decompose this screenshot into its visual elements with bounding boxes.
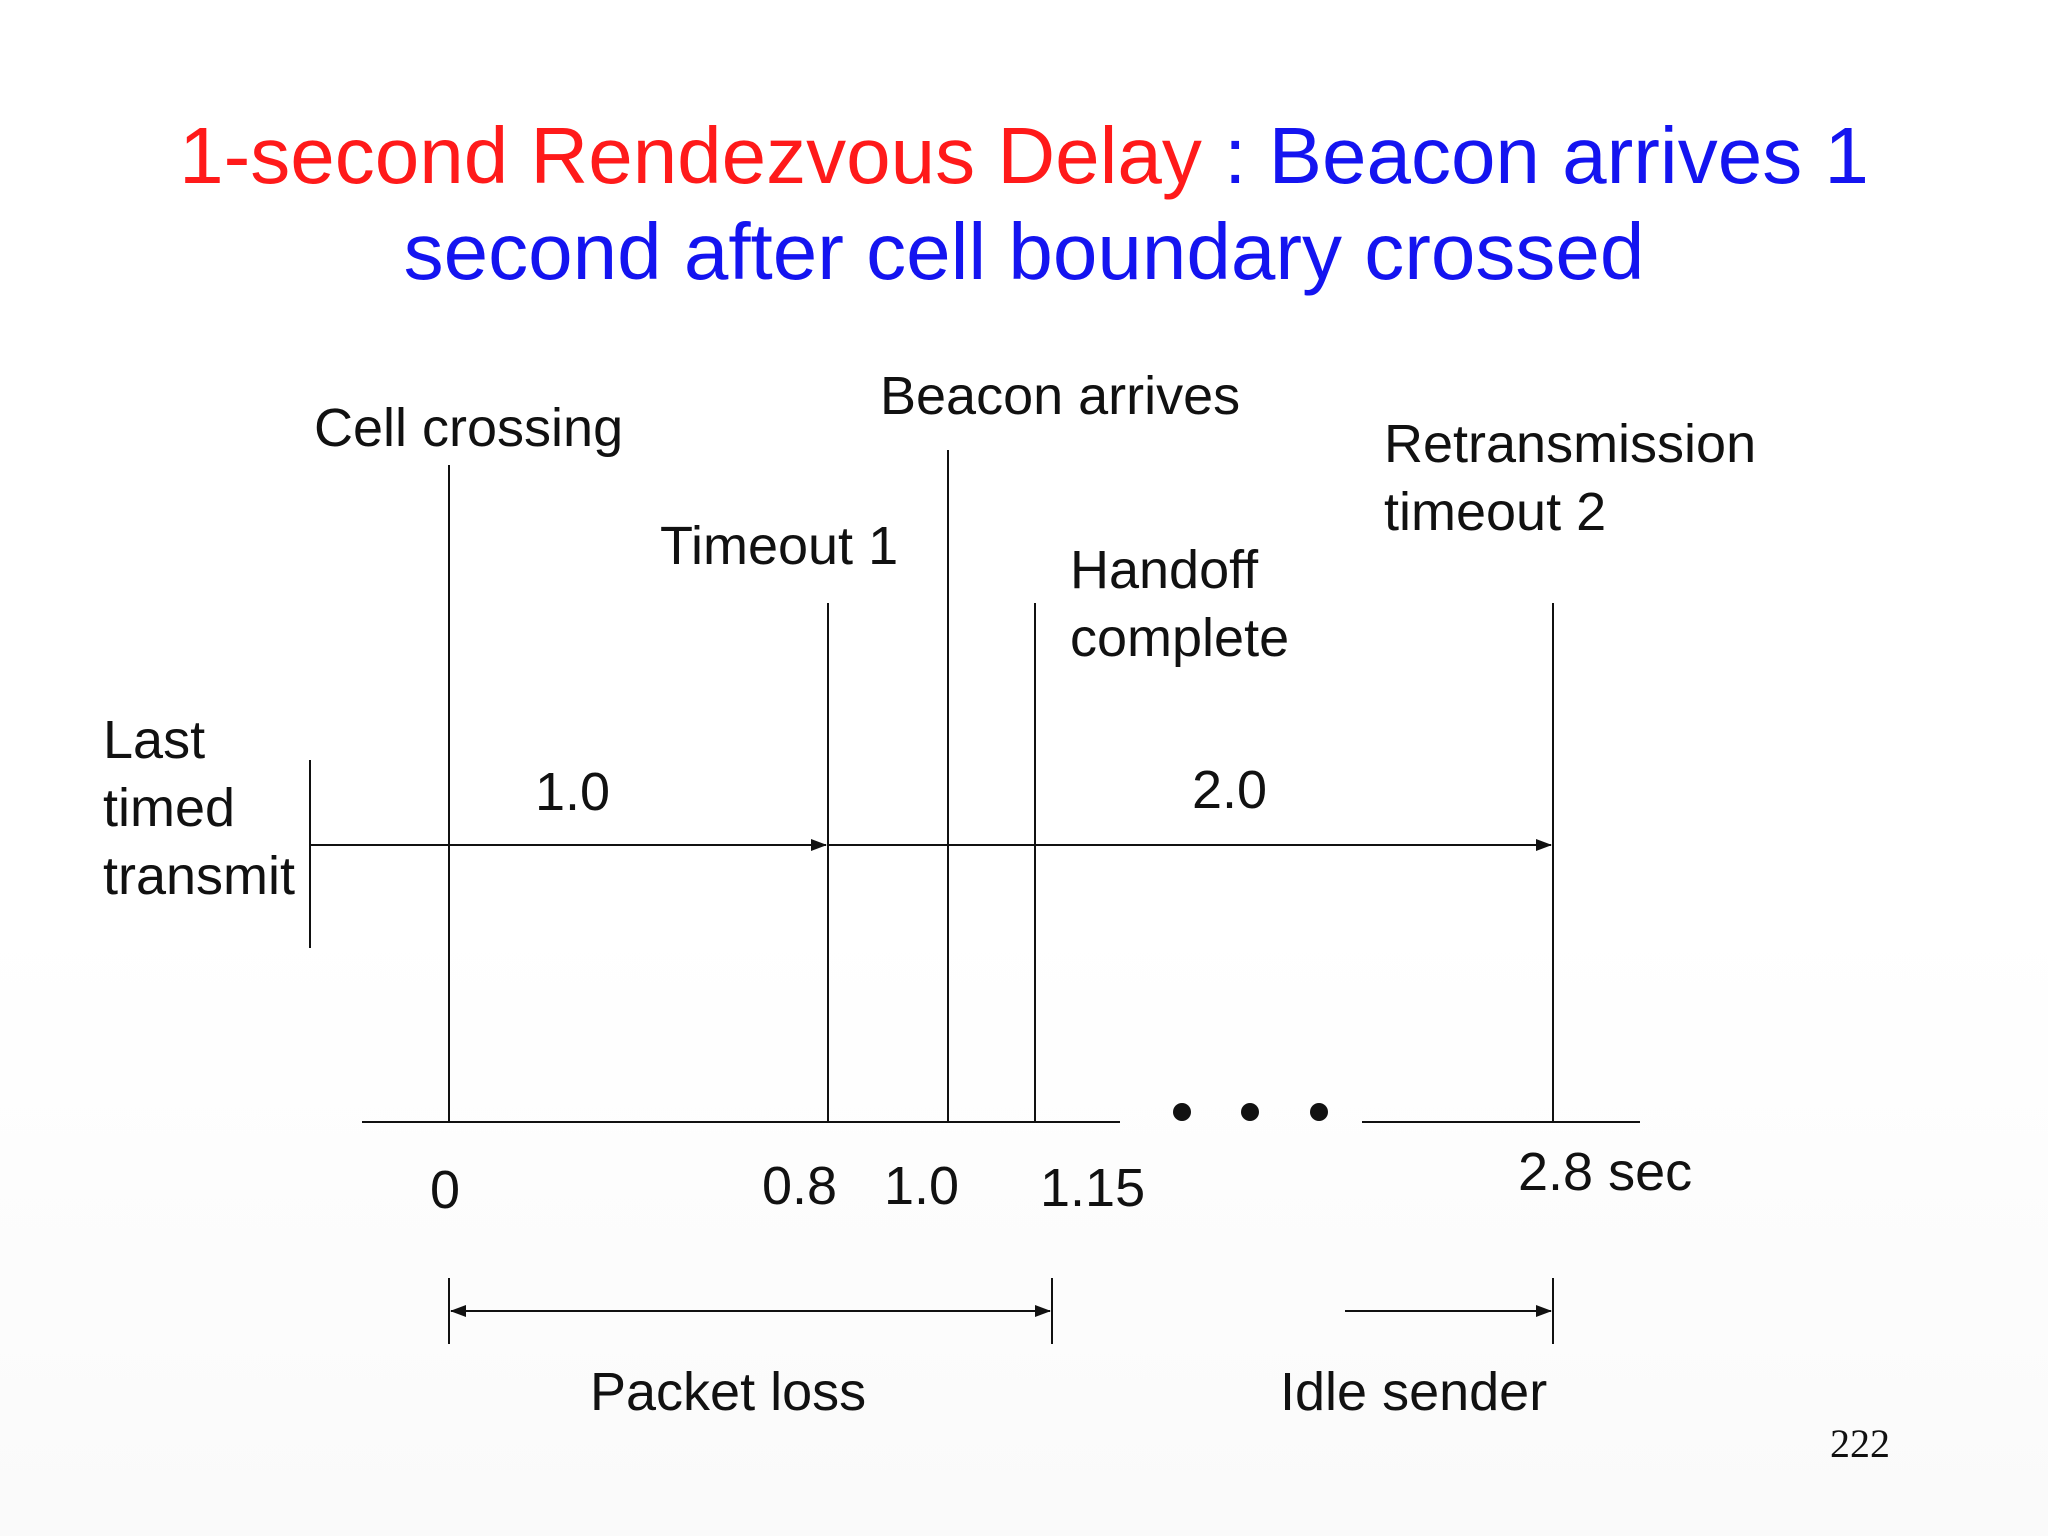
handoff-label-line2: complete — [1070, 608, 1289, 668]
last-transmit-label-line3: transmit — [103, 846, 295, 906]
idle-sender-label: Idle sender — [1280, 1362, 1547, 1422]
last-transmit-label-line1: Last — [103, 710, 205, 770]
slide-title: 1-second Rendezvous Delay : Beacon arriv… — [0, 108, 2048, 300]
last-transmit-label-line2: timed — [103, 778, 235, 838]
title-part-blue: Beacon arrives 1 — [1268, 111, 1869, 200]
timeout1-label: Timeout 1 — [660, 516, 898, 576]
tick-label-0-8: 0.8 — [762, 1156, 837, 1216]
page-number: 222 — [1830, 1421, 1890, 1466]
packet-loss-label: Packet loss — [590, 1362, 866, 1422]
interval-value-2: 2.0 — [1192, 760, 1267, 820]
ellipsis-dots — [1173, 1103, 1328, 1121]
interval-value-1: 1.0 — [535, 762, 610, 822]
tick-label-0: 0 — [430, 1160, 460, 1220]
title-line-2: second after cell boundary crossed — [403, 207, 1645, 296]
tick-label-2-8-sec: 2.8 sec — [1518, 1142, 1692, 1202]
title-part-red: 1-second Rendezvous Delay — [179, 111, 1202, 200]
cell-crossing-label: Cell crossing — [314, 398, 623, 458]
tick-label-1-15: 1.15 — [1040, 1158, 1145, 1218]
title-separator: : — [1201, 111, 1269, 200]
retransmission-label-line1: Retransmission — [1384, 414, 1756, 474]
tick-label-1-0: 1.0 — [884, 1156, 959, 1216]
handoff-label-line1: Handoff — [1070, 540, 1259, 600]
beacon-arrives-label: Beacon arrives — [880, 366, 1240, 426]
retransmission-label-line2: timeout 2 — [1384, 482, 1606, 542]
